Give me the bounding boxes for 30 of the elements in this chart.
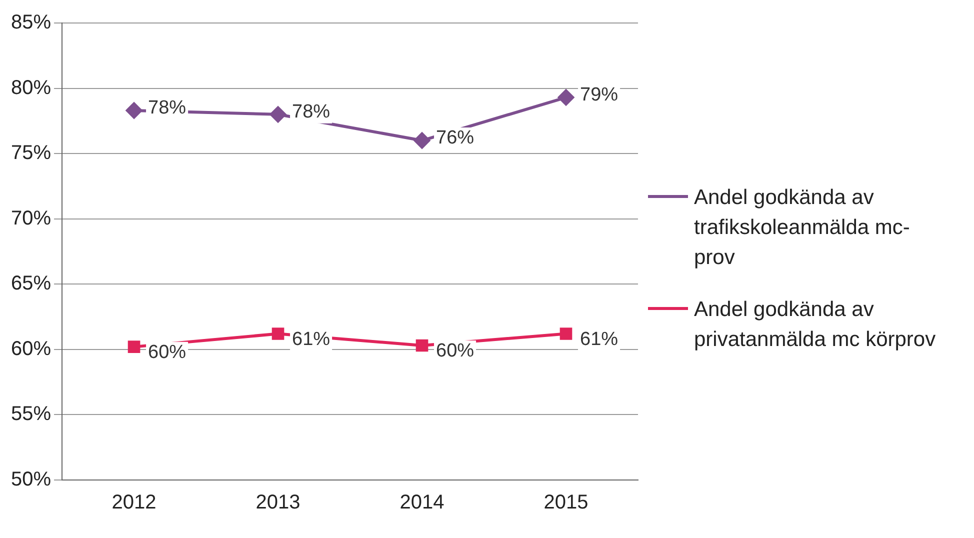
y-tick-label: 85%	[11, 12, 52, 34]
data-label: 79%	[580, 84, 618, 106]
y-tick-label: 65%	[11, 272, 52, 295]
y-tick-label: 55%	[11, 403, 52, 426]
data-label: 78%	[292, 102, 330, 123]
point	[416, 339, 428, 352]
point	[558, 88, 575, 106]
x-tick-label: 2014	[400, 492, 444, 514]
x-tick-label: 2013	[256, 492, 300, 514]
legend-label: Andel godkända av privatanmälda mc körprov	[694, 297, 937, 353]
legend-label: Andel godkända av trafikskoleanmälda mc-prov	[694, 185, 911, 271]
data-label: 76%	[436, 128, 474, 149]
x-tick-label: 2012	[112, 492, 156, 514]
point	[272, 328, 284, 340]
y-tick-label: 60%	[11, 338, 52, 360]
point	[414, 132, 431, 150]
y-tick-label: 75%	[11, 142, 52, 164]
x-tick-label: 2015	[544, 492, 588, 514]
y-tick-label: 50%	[11, 468, 52, 491]
y-tick-label: 80%	[11, 76, 52, 99]
point	[128, 340, 140, 353]
point	[270, 106, 287, 123]
data-label: 61%	[580, 328, 618, 350]
data-label: 61%	[292, 328, 330, 350]
data-label: 60%	[436, 340, 474, 362]
data-label: 60%	[148, 342, 186, 364]
y-tick-label: 70%	[11, 207, 52, 230]
data-label: 78%	[148, 98, 186, 119]
point	[126, 102, 143, 119]
point	[560, 328, 572, 340]
